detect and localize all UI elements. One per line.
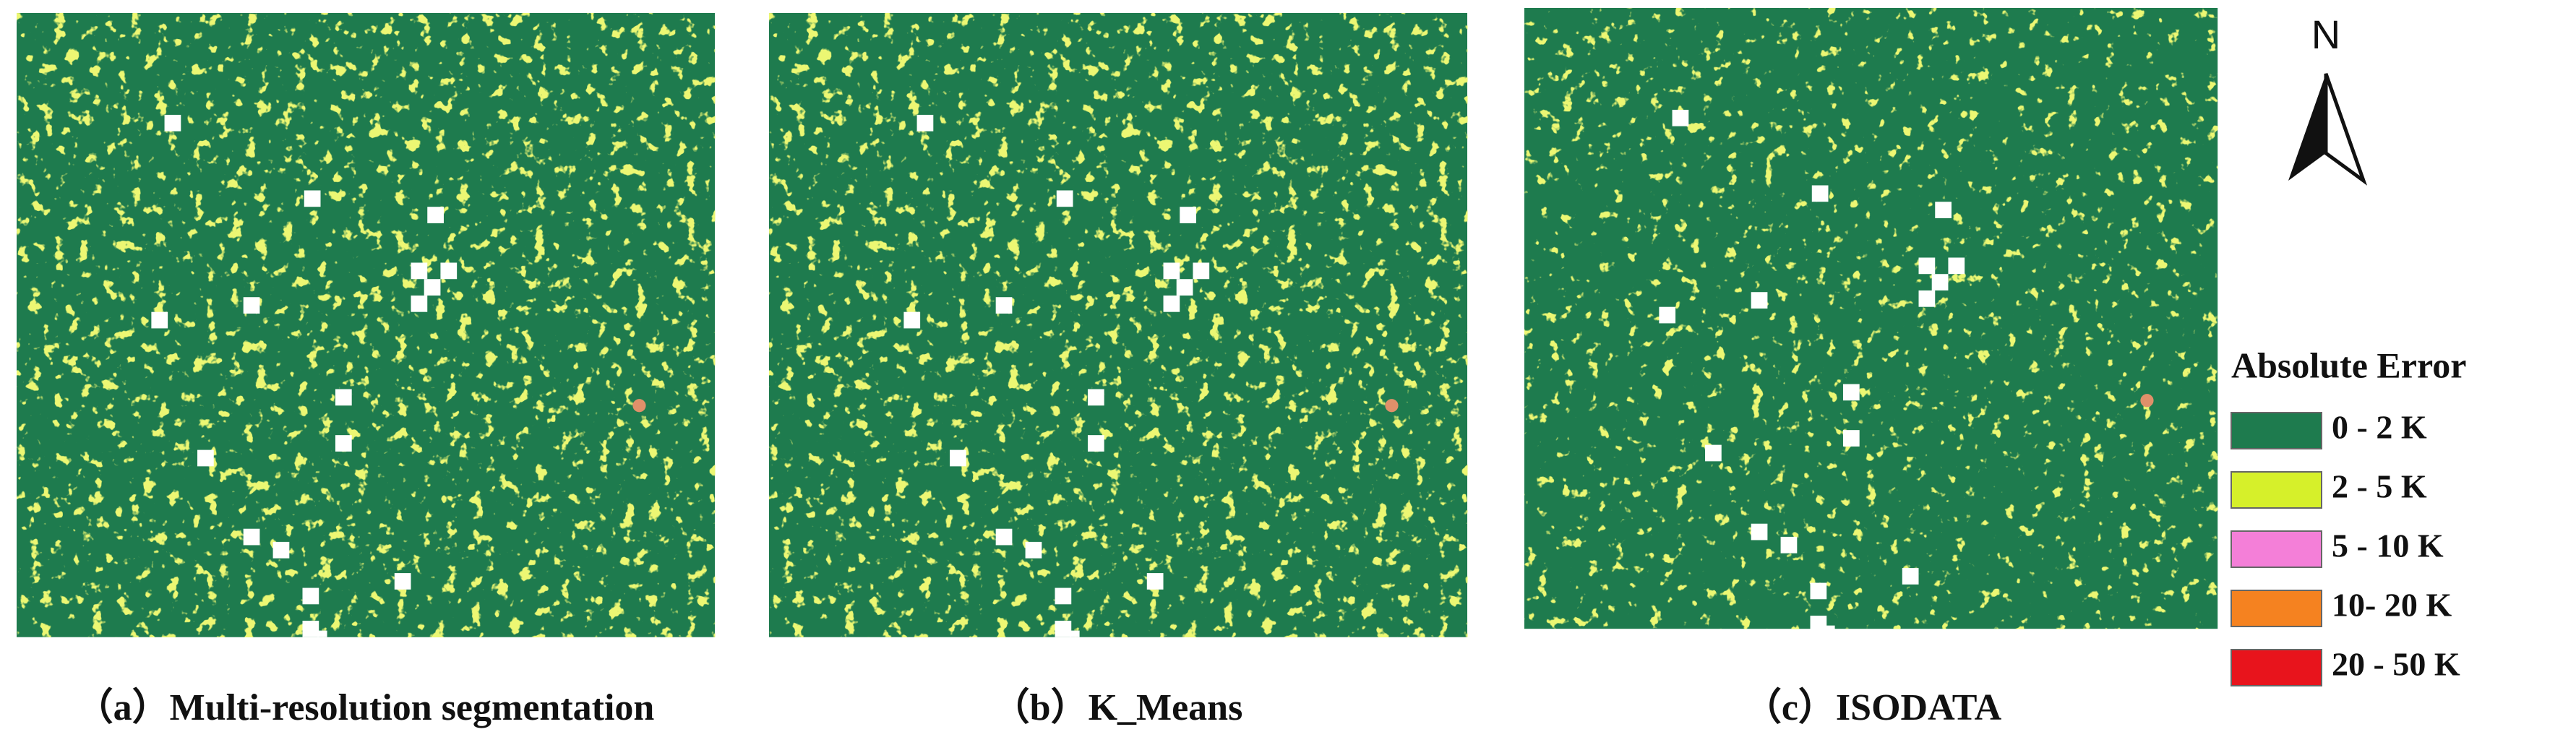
legend-label: 0 - 2 K bbox=[2332, 409, 2427, 446]
north-arrow bbox=[2288, 73, 2368, 186]
caption: （c）ISODATA bbox=[1744, 686, 2002, 728]
legend-label: 2 - 5 K bbox=[2332, 468, 2427, 505]
map-panel bbox=[1524, 8, 2218, 632]
legend-swatch bbox=[2231, 412, 2322, 449]
legend-title: Absolute Error bbox=[2231, 345, 2466, 385]
caption: （b）K_Means bbox=[992, 686, 1243, 728]
legend-label: 5 - 10 K bbox=[2332, 527, 2444, 564]
legend-swatch bbox=[2231, 590, 2322, 627]
legend-swatch bbox=[2231, 649, 2322, 686]
map-panel bbox=[769, 13, 1468, 637]
caption: （a）Multi-resolution segmentation bbox=[76, 686, 655, 728]
north-label: N bbox=[2311, 12, 2340, 57]
legend-swatch bbox=[2231, 530, 2322, 568]
legend: 0 - 2 K 2 - 5 K 5 - 10 K 10- 20 K 20 - 50 K bbox=[2231, 409, 2460, 686]
map-panel bbox=[17, 13, 716, 637]
legend-label: 20 - 50 K bbox=[2332, 646, 2460, 683]
legend-swatch bbox=[2231, 471, 2322, 509]
legend-label: 10- 20 K bbox=[2332, 587, 2452, 624]
